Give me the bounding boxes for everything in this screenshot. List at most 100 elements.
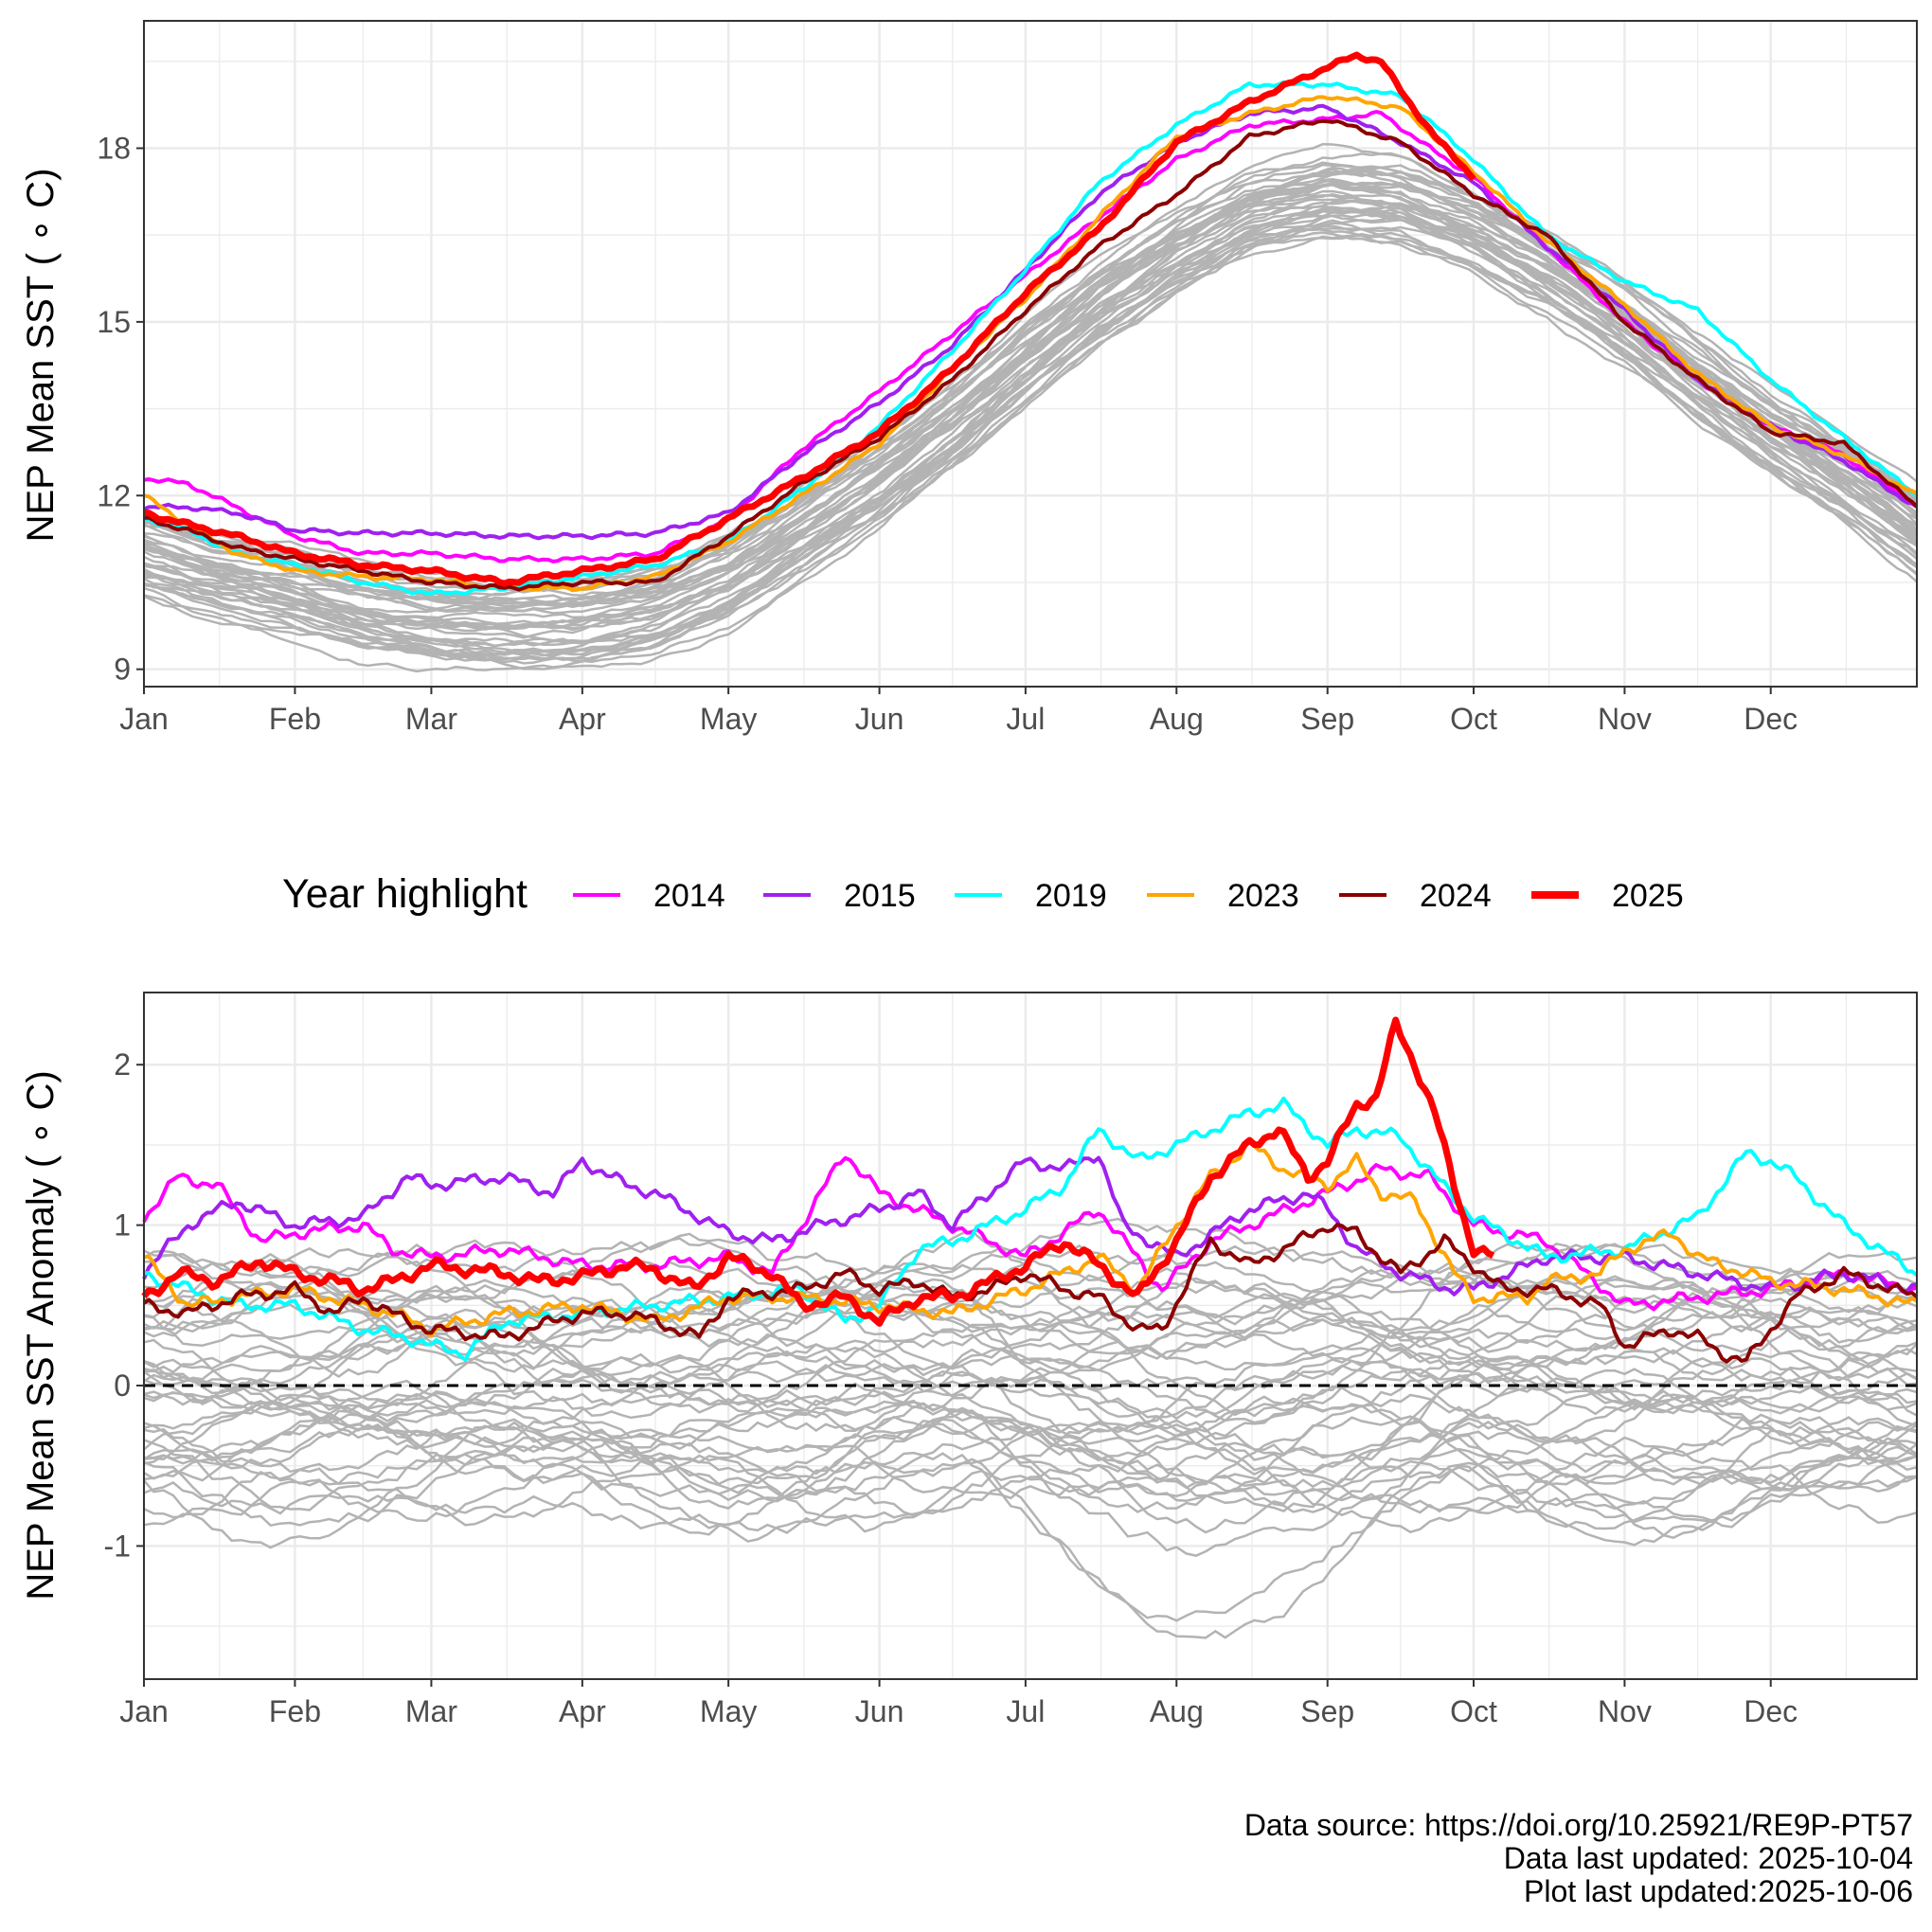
legend-label-2019: 2019 [1035,878,1107,914]
x-tick-label: Jul [1006,1694,1045,1728]
legend-title: Year highlight [282,871,528,917]
legend-label-2015: 2015 [844,878,916,914]
x-tick-label: Mar [405,702,457,736]
top-highlight-series [143,51,1919,596]
x-tick-label: Aug [1150,702,1204,736]
background-year-line [143,1415,1918,1530]
series-line-2024 [143,118,1919,592]
background-year-line [143,1299,1918,1416]
caption-data-updated: Data last updated: 2025-10-04 [1504,1841,1913,1875]
legend-entries: 2014 2015 2019 2023 2024 2025 [573,878,1684,914]
bottom-highlight-series [141,1016,1919,1364]
legend-label-2025: 2025 [1612,878,1684,914]
background-year-line [143,182,1918,603]
bottom-x-axis: Jan Feb Mar Apr May Jun Jul Aug Sep Oct Nov Dec [119,1679,1798,1728]
x-tick-label: Nov [1598,1694,1652,1728]
background-year-line [143,168,1918,615]
legend-entry-2014: 2014 [573,878,725,914]
top-x-axis: Jan Feb Mar Apr May Jun Jul Aug Sep Oct Nov Dec [119,687,1798,736]
series-line-2019 [143,80,1919,596]
bottom-y-axis-title: NEP Mean SST Anomaly ( ∘ C) [20,1070,62,1600]
background-year-line [143,206,1918,657]
x-tick-label: Mar [405,1694,457,1728]
background-year-line [143,1469,1918,1534]
x-tick-label: May [700,1694,757,1728]
background-year-line [143,1261,1918,1361]
bottom-panel-border [143,992,1918,1680]
background-year-line [143,216,1918,654]
legend-label-2024: 2024 [1420,878,1492,914]
y-tick-label: 15 [97,305,131,339]
x-tick-label: Sep [1300,702,1354,736]
background-year-line [143,1436,1918,1639]
background-year-line [143,235,1918,673]
background-year-line [143,208,1918,660]
y-tick-label: 2 [114,1047,131,1082]
legend-label-2014: 2014 [653,878,725,914]
top-y-axis: 9 12 15 18 [97,131,144,687]
x-tick-label: Nov [1598,702,1652,736]
x-tick-label: Jul [1006,702,1045,736]
x-tick-label: Aug [1150,1694,1204,1728]
background-year-line [143,1279,1918,1434]
legend-entry-2019: 2019 [955,878,1107,914]
x-tick-label: Oct [1450,702,1497,736]
y-tick-label: 1 [114,1208,131,1243]
background-year-line [143,1435,1918,1534]
y-tick-label: 12 [97,478,131,512]
legend-entry-2015: 2015 [763,878,916,914]
background-year-line [143,1419,1918,1547]
x-tick-label: Jun [855,1694,904,1728]
x-tick-label: Jun [855,702,904,736]
top-panel: Jan Feb Mar Apr May Jun Jul Aug Sep Oct Nov Dec 9 12… [20,20,1919,736]
background-year-line [143,1244,1918,1311]
background-year-line [143,198,1918,631]
caption-plot-updated: Plot last updated:2025-10-06 [1524,1874,1913,1908]
x-tick-label: Feb [269,702,321,736]
legend-entry-2025: 2025 [1531,878,1684,914]
series-line-2014 [142,1155,1918,1312]
background-year-line [143,1409,1918,1558]
y-tick-label: -1 [104,1529,131,1563]
legend-label-2023: 2023 [1227,878,1299,914]
x-tick-label: Apr [559,1694,606,1728]
top-y-axis-title: NEP Mean SST ( ∘ C) [20,169,62,543]
background-year-line [143,1357,1918,1490]
x-tick-label: Sep [1300,1694,1354,1728]
background-year-line [143,1353,1918,1433]
background-year-line [143,1404,1918,1497]
caption-data-source: Data source: https://doi.org/10.25921/RE… [1244,1808,1913,1842]
legend-entry-2023: 2023 [1147,878,1299,914]
series-line-2025 [141,1016,1495,1327]
x-tick-label: Dec [1744,702,1798,736]
bottom-panel: Jan Feb Mar Apr May Jun Jul Aug Sep Oct Nov Dec -1 0… [20,992,1919,1728]
background-year-line [143,1342,1918,1444]
legend-entry-2024: 2024 [1339,878,1492,914]
series-line-2024 [142,1222,1919,1364]
background-year-line [143,1389,1918,1491]
bottom-y-axis: -1 0 1 2 [104,1047,144,1563]
x-tick-label: May [700,702,757,736]
x-tick-label: Dec [1744,1694,1798,1728]
background-year-line [143,1402,1918,1500]
background-year-line [143,1277,1918,1390]
background-year-line [143,184,1918,628]
x-tick-label: Jan [119,1694,169,1728]
y-tick-label: 0 [114,1368,131,1403]
x-tick-label: Apr [559,702,606,736]
series-line-2025 [143,51,1476,587]
x-tick-label: Oct [1450,1694,1497,1728]
background-year-line [143,1349,1918,1513]
legend: Year highlight 2014 2015 2019 2023 2024 2025 [282,871,1684,917]
caption: Data source: https://doi.org/10.25921/RE… [1244,1808,1913,1908]
background-year-line [143,172,1918,610]
y-tick-label: 9 [114,653,131,687]
x-tick-label: Jan [119,702,169,736]
background-year-line [143,1341,1918,1422]
background-year-line [143,1246,1918,1342]
x-tick-label: Feb [269,1694,321,1728]
background-year-line [143,1270,1918,1332]
top-panel-border [143,20,1918,688]
background-year-line [143,181,1918,605]
